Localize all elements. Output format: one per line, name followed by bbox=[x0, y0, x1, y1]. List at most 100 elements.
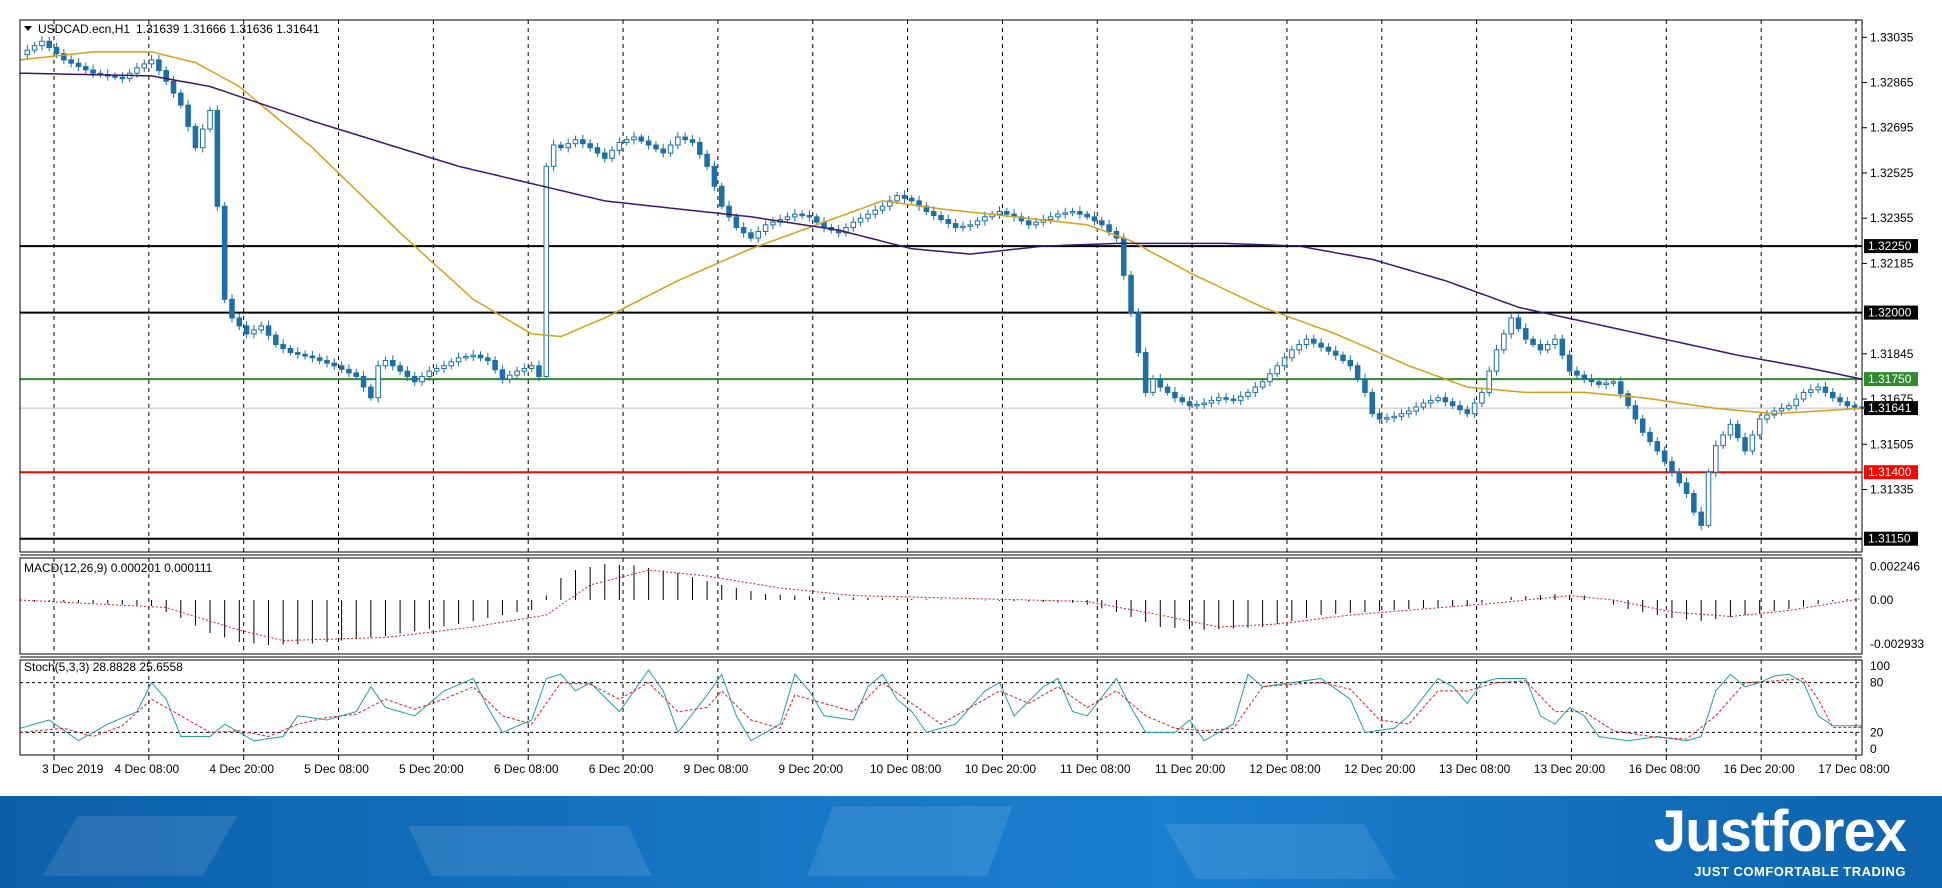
candle-body bbox=[492, 359, 498, 371]
stoch-k-line bbox=[19, 669, 1862, 742]
candle-body bbox=[1471, 402, 1478, 415]
candle-body bbox=[1756, 418, 1763, 436]
candle-body bbox=[251, 329, 257, 335]
candle-body bbox=[411, 375, 418, 383]
candle-body bbox=[601, 152, 608, 159]
candle-body bbox=[1508, 317, 1514, 335]
candle-body bbox=[952, 222, 959, 228]
candle-body bbox=[221, 205, 228, 300]
candle-body bbox=[587, 143, 593, 149]
candle-body bbox=[938, 215, 944, 220]
candle-body bbox=[638, 136, 645, 142]
candle-body bbox=[1172, 391, 1178, 399]
candle-body bbox=[645, 140, 652, 146]
stoch-d-line bbox=[19, 677, 1862, 740]
candle-body bbox=[1362, 378, 1368, 393]
candle-body bbox=[894, 195, 900, 202]
candle-body bbox=[565, 143, 571, 149]
candle-body bbox=[1449, 401, 1456, 407]
candle-body bbox=[463, 355, 469, 359]
level-badge bbox=[1864, 401, 1918, 416]
candle-body bbox=[1778, 407, 1785, 412]
candle-body bbox=[1391, 415, 1397, 419]
candle-body bbox=[1625, 393, 1631, 407]
moving-average-slow bbox=[19, 72, 1863, 380]
candle-body bbox=[236, 317, 243, 327]
candle-body bbox=[441, 365, 447, 369]
candle-body bbox=[1464, 409, 1471, 415]
main-panel-title[interactable]: USDCAD.ecn,H1 1.31639 1.31666 1.31636 1.… bbox=[24, 22, 320, 36]
x-axis: 3 Dec 2019 4 Dec 08:00 4 Dec 20:00 5 Dec 08… bbox=[42, 755, 1890, 776]
candle-body bbox=[1194, 403, 1200, 407]
macd-y-tick-label: 0.00 bbox=[1870, 593, 1894, 607]
candle-body bbox=[1325, 346, 1332, 352]
candle-body bbox=[1479, 391, 1485, 404]
candle-body bbox=[660, 148, 667, 154]
candle-body bbox=[799, 213, 805, 217]
candle-body bbox=[1164, 386, 1171, 393]
macd-y-tick-label: -0.002933 bbox=[1870, 637, 1924, 651]
candle-body bbox=[75, 62, 82, 68]
candle-body bbox=[90, 69, 96, 74]
candle-body bbox=[163, 70, 169, 82]
candle-body bbox=[331, 362, 338, 367]
candle-body bbox=[316, 357, 323, 361]
moving-average-fast bbox=[19, 51, 1863, 415]
candle-body bbox=[1157, 378, 1164, 388]
panel-frame bbox=[19, 659, 1863, 756]
x-tick-label: 11 Dec 20:00 bbox=[1155, 762, 1226, 776]
candle-body bbox=[287, 348, 294, 354]
x-tick-label: 4 Dec 08:00 bbox=[114, 762, 179, 776]
candle-body bbox=[631, 136, 637, 141]
chevron-down-icon[interactable] bbox=[24, 26, 32, 31]
candle-body bbox=[1851, 405, 1858, 408]
candle-body bbox=[294, 352, 301, 355]
candle-body bbox=[1311, 338, 1317, 344]
candle-body bbox=[813, 216, 820, 223]
candle-body bbox=[711, 165, 718, 187]
level-badge-label: 1.31400 bbox=[1868, 465, 1912, 479]
candle-body bbox=[1281, 357, 1288, 367]
candle-body bbox=[872, 209, 878, 215]
level-badge-label: 1.32000 bbox=[1868, 306, 1912, 320]
candle-body bbox=[426, 370, 433, 377]
x-tick-label: 17 Dec 08:00 bbox=[1818, 762, 1890, 776]
candle-body bbox=[1596, 381, 1602, 385]
candle-body bbox=[550, 144, 557, 167]
x-tick-label: 13 Dec 20:00 bbox=[1534, 762, 1606, 776]
stoch-title: Stoch(5,3,3) 28.8828 25.6558 bbox=[24, 660, 183, 674]
candle-body bbox=[543, 165, 550, 377]
y-tick-label: 1.31505 bbox=[1870, 437, 1914, 451]
x-tick-label: 10 Dec 08:00 bbox=[870, 762, 942, 776]
candle-body bbox=[1025, 220, 1032, 226]
candle-body bbox=[265, 325, 272, 336]
candle-body bbox=[945, 219, 952, 224]
candle-body bbox=[141, 63, 148, 69]
candle-body bbox=[1106, 224, 1112, 232]
candle-body bbox=[1435, 397, 1441, 401]
candle-body bbox=[1208, 399, 1215, 404]
panel-frames bbox=[19, 19, 1863, 756]
candle-body bbox=[1815, 386, 1821, 391]
candle-body bbox=[1033, 221, 1039, 226]
candle-body bbox=[1486, 370, 1492, 393]
candle-body bbox=[1515, 317, 1522, 330]
candle-body bbox=[61, 53, 67, 61]
candle-body bbox=[1091, 216, 1098, 222]
brand-logo: Justforex JUST COMFORTABLE TRADING bbox=[1654, 802, 1907, 880]
candle-body bbox=[1618, 381, 1624, 395]
level-badge bbox=[1864, 465, 1918, 480]
candle-body bbox=[324, 359, 330, 364]
candle-body bbox=[375, 365, 381, 399]
candle-body bbox=[1069, 211, 1076, 214]
candle-body bbox=[499, 369, 506, 380]
candle-body bbox=[580, 139, 586, 145]
candle-body bbox=[1318, 342, 1324, 348]
candle-body bbox=[908, 197, 915, 202]
candle-body bbox=[879, 205, 886, 211]
candle-body bbox=[616, 141, 623, 151]
candle-body bbox=[207, 109, 213, 130]
candle-body bbox=[192, 125, 199, 149]
candle-body bbox=[1457, 405, 1463, 411]
level-badge-label: 1.31750 bbox=[1868, 372, 1912, 386]
